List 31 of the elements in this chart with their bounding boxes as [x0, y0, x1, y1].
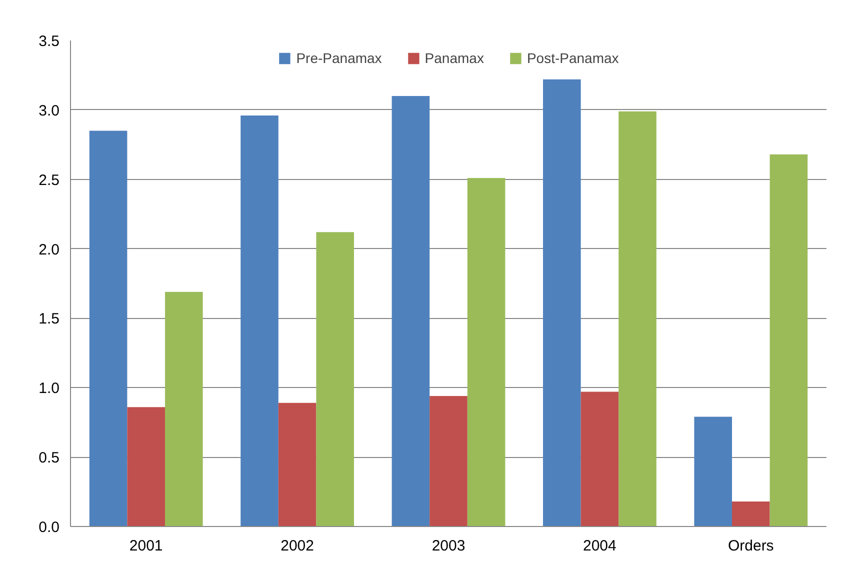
- y-tick-label: 3.5: [38, 33, 60, 50]
- bar: [89, 130, 128, 526]
- y-tick-label: 2.0: [38, 241, 60, 258]
- bar: [316, 232, 354, 526]
- legend-label: Panamax: [424, 50, 484, 66]
- y-tick-label: 1.0: [38, 380, 60, 398]
- x-tick-label: Orders: [728, 538, 774, 554]
- x-tick-label: 2002: [280, 538, 314, 554]
- y-tick-label: 0.5: [38, 450, 60, 467]
- bar: [430, 396, 468, 526]
- bar: [240, 115, 278, 526]
- bar: [127, 407, 165, 526]
- x-tick-label: 2003: [432, 538, 466, 554]
- legend-label: Pre-Panamax: [296, 50, 382, 66]
- bar: [467, 178, 506, 526]
- x-tick-label: 2004: [583, 538, 616, 554]
- y-tick-label: 2.5: [38, 172, 60, 189]
- bar: [770, 154, 808, 526]
- bar: [618, 111, 656, 526]
- bar: [732, 502, 770, 526]
- x-tick-label: 2001: [129, 538, 163, 554]
- y-tick-label: 3.0: [38, 102, 60, 120]
- bar: [580, 392, 619, 526]
- bar: [278, 402, 316, 526]
- y-tick-label: 1.5: [38, 310, 60, 328]
- legend-label: Post-Panamax: [526, 50, 619, 66]
- bar: [543, 79, 581, 526]
- bar: [694, 416, 732, 526]
- bar: [165, 292, 203, 526]
- y-tick-label: 0.0: [38, 519, 60, 536]
- bar: [392, 96, 430, 526]
